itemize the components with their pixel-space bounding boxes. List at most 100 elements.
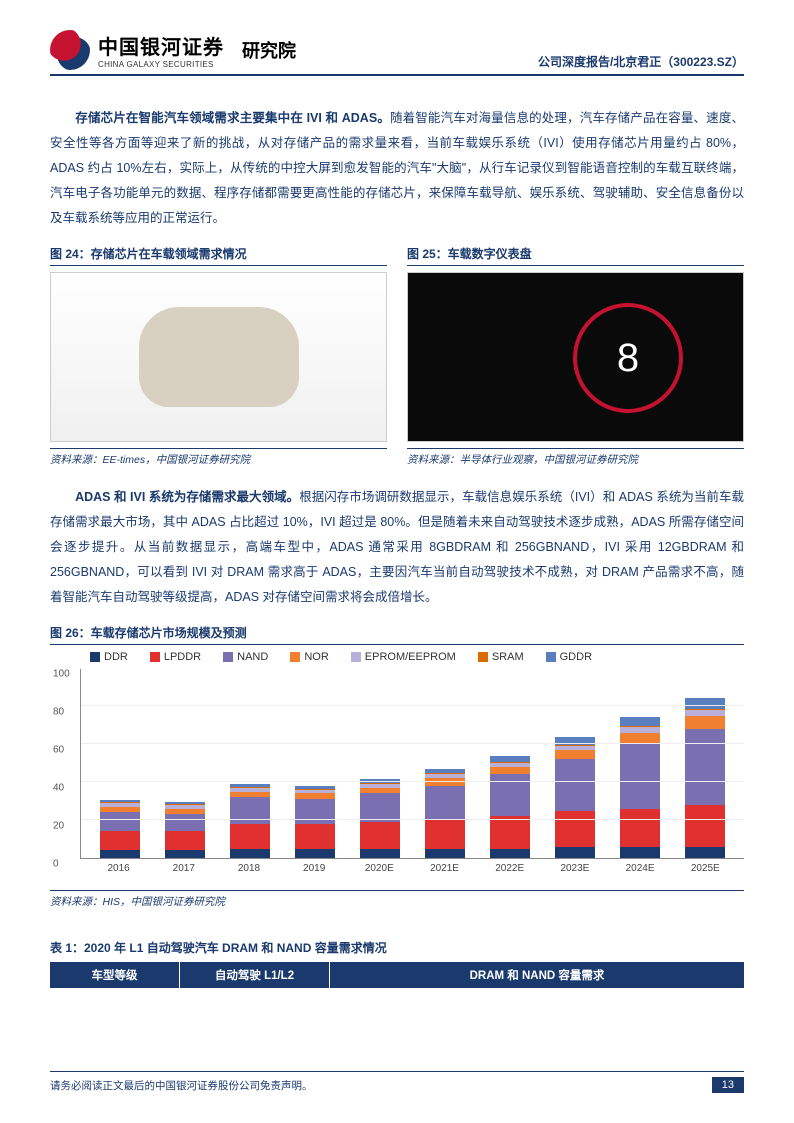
bar-segment [360,822,400,849]
report-ticker: 公司深度报告/北京君正（300223.SZ） [538,53,744,70]
legend-label: LPDDR [164,651,201,663]
gridline [81,819,744,820]
chart-plot-area: 020406080100 [80,669,744,859]
fig24-image [50,272,387,442]
para2-rest: 根据闪存市场调研数据显示，车载信息娱乐系统（IVI）和 ADAS 系统为当前车载… [50,490,744,604]
gridline [81,781,744,782]
bar-segment [620,809,660,847]
disclaimer-text: 请务必阅读正文最后的中国银河证券股份公司免责声明。 [50,1078,313,1093]
institute-label: 研究院 [242,37,296,63]
logo-block: 中国银河证券 CHINA GALAXY SECURITIES 研究院 [50,30,296,70]
fig25-title: 图 25：车载数字仪表盘 [407,245,744,266]
table1-header-row: 车型等级 自动驾驶 L1/L2 DRAM 和 NAND 容量需求 [50,962,744,988]
bar-segment [100,831,140,850]
bar-segment [620,744,660,809]
x-label: 2025E [685,863,725,874]
stacked-bar [620,717,660,859]
para1-lead: 存储芯片在智能汽车领域需求主要集中在 IVI 和 ADAS。 [75,111,390,125]
legend-swatch [150,652,160,662]
x-label: 2021E [425,863,465,874]
bar-segment [165,850,205,858]
x-label: 2020E [359,863,399,874]
bar-segment [555,750,595,760]
bar-segment [685,716,725,729]
x-label: 2024E [620,863,660,874]
legend-item: DDR [90,651,128,663]
y-tick: 60 [53,745,64,756]
bar-segment [165,831,205,850]
y-tick: 80 [53,707,64,718]
legend-item: EPROM/EEPROM [351,651,456,663]
bar-segment [555,811,595,847]
bar-segment [685,698,725,709]
chart-x-labels: 20162017201820192020E2021E2022E2023E2024… [80,863,744,874]
bar-segment [490,816,530,848]
legend-label: DDR [104,651,128,663]
logo-en-text: CHINA GALAXY SECURITIES [98,60,224,69]
fig25-source: 资料来源：半导体行业观察，中国银河证券研究院 [407,448,744,467]
x-label: 2017 [164,863,204,874]
legend-label: NAND [237,651,268,663]
stacked-bar [165,802,205,858]
bar-segment [490,767,530,775]
stacked-bar [230,784,270,858]
gridline [81,743,744,744]
bar-segment [295,799,335,824]
bar-segment [100,850,140,858]
bar-segment [685,847,725,858]
table1-th-2: DRAM 和 NAND 容量需求 [330,962,744,988]
paragraph-1: 存储芯片在智能汽车领域需求主要集中在 IVI 和 ADAS。随着智能汽车对海量信… [50,106,744,231]
fig26-chart: DDRLPDDRNANDNOREPROM/EEPROMSRAMGDDR 0204… [50,651,744,874]
bar-segment [620,717,660,727]
page-header: 中国银河证券 CHINA GALAXY SECURITIES 研究院 公司深度报… [50,30,744,76]
page-footer: 请务必阅读正文最后的中国银河证券股份公司免责声明。 13 [50,1071,744,1093]
chart-bars [81,669,744,858]
y-tick: 0 [53,859,59,870]
y-tick: 40 [53,783,64,794]
stacked-bar [295,786,335,858]
legend-swatch [546,652,556,662]
fig26-title: 图 26：车载存储芯片市场规模及预测 [50,624,744,645]
figure-row-24-25: 图 24：存储芯片在车载领域需求情况 资料来源：EE-times，中国银河证券研… [50,245,744,481]
legend-label: EPROM/EEPROM [365,651,456,663]
x-label: 2019 [294,863,334,874]
legend-swatch [90,652,100,662]
page-number: 13 [712,1077,744,1093]
stacked-bar [425,769,465,858]
bar-segment [425,820,465,849]
legend-swatch [290,652,300,662]
chart-legend: DDRLPDDRNANDNOREPROM/EEPROMSRAMGDDR [90,651,744,663]
bar-segment [555,759,595,810]
gauge-icon: 8 [573,303,683,413]
legend-label: NOR [304,651,328,663]
x-label: 2018 [229,863,269,874]
bar-segment [425,778,465,786]
bar-segment [230,849,270,859]
para1-rest: 随着智能汽车对海量信息的处理，汽车存储产品在容量、速度、安全性等各方面等迎来了新… [50,111,744,225]
para2-lead: ADAS 和 IVI 系统为存储需求最大领域。 [75,490,299,504]
legend-swatch [478,652,488,662]
stacked-bar [685,698,725,859]
y-tick: 100 [53,669,70,680]
legend-item: LPDDR [150,651,201,663]
stacked-bar [555,737,595,858]
x-label: 2023E [555,863,595,874]
table1-th-0: 车型等级 [50,962,180,988]
bar-segment [295,824,335,849]
table1-title: 表 1：2020 年 L1 自动驾驶汽车 DRAM 和 NAND 容量需求情况 [50,939,744,956]
bar-segment [685,729,725,805]
bar-segment [425,786,465,820]
legend-item: NOR [290,651,328,663]
fig26-source: 资料来源：HIS，中国银河证券研究院 [50,890,744,909]
bar-segment [490,849,530,859]
bar-segment [425,849,465,859]
gauge-value: 8 [617,336,639,381]
bar-segment [100,812,140,831]
x-label: 2016 [99,863,139,874]
fig24-source: 资料来源：EE-times，中国银河证券研究院 [50,448,387,467]
bar-segment [360,849,400,859]
bar-segment [555,847,595,858]
gridline [81,705,744,706]
bar-segment [165,814,205,831]
legend-swatch [223,652,233,662]
